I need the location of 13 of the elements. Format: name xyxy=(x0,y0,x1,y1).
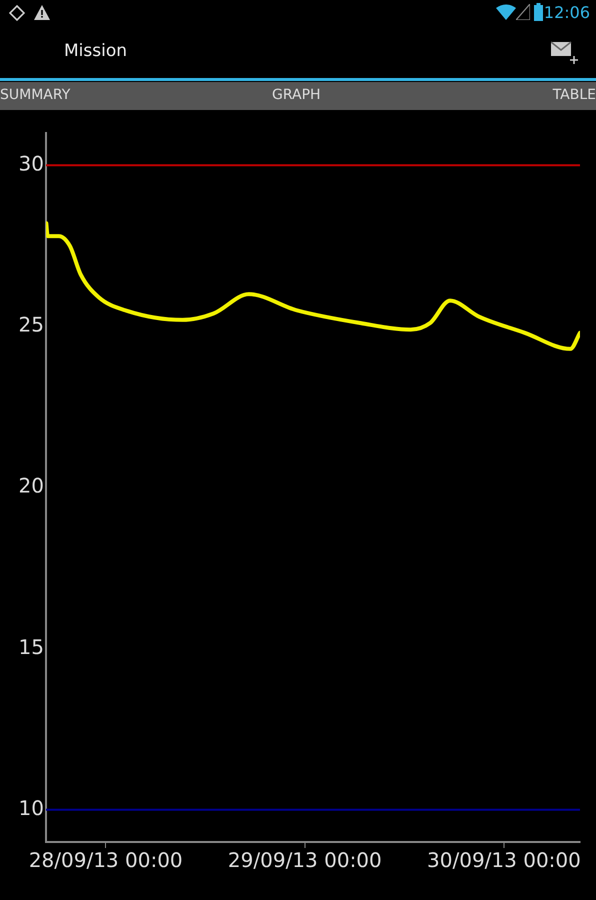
y-tick-label: 20 xyxy=(18,474,44,498)
text: SUMMARY xyxy=(0,87,70,103)
y-tick-label: 10 xyxy=(18,796,44,820)
y-tick-label: 30 xyxy=(18,151,44,176)
text: GRAPH xyxy=(272,87,321,103)
x-tick-label: 30/09/13 00:00 xyxy=(427,848,581,872)
text: 12:06 xyxy=(544,3,590,22)
x-tick-label: 29/09/13 00:00 xyxy=(228,848,382,872)
y-tick-label: 25 xyxy=(18,312,44,337)
y-tick-label: 15 xyxy=(18,634,44,659)
x-tick-label: 28/09/13 00:00 xyxy=(28,848,183,872)
text: TABLE xyxy=(552,87,596,103)
text: Mission xyxy=(64,41,128,61)
